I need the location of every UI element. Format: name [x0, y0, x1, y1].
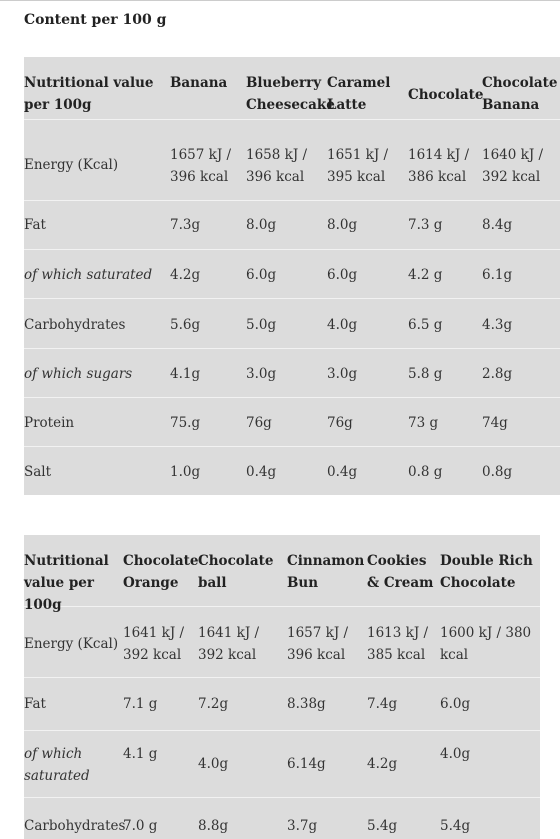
table-cell: 8.0g: [246, 217, 277, 233]
column-header: Chocolate Banana: [482, 75, 558, 113]
column-header: Blueberry Cheesecake: [246, 75, 335, 113]
nutrition-table-2: Nutritional value per 100g Chocolate Ora…: [24, 535, 540, 839]
table-cell: 5.8 g: [408, 366, 443, 382]
table-cell: 6.0g: [246, 267, 277, 283]
table-cell: 1658 kJ / 396 kcal: [246, 147, 308, 185]
top-divider: [0, 0, 560, 1]
table-cell: 6.0g: [440, 696, 471, 712]
row-label: of which sugars: [24, 366, 133, 382]
table-cell: 1651 kJ / 395 kcal: [327, 147, 389, 185]
row-separator: [24, 397, 560, 398]
table-cell: 76g: [327, 415, 353, 431]
column-header: Banana: [170, 75, 228, 91]
table-cell: 8.38g: [287, 696, 326, 712]
table-cell: 6.0g: [327, 267, 358, 283]
table-cell: 1641 kJ / 392 kcal: [198, 625, 260, 663]
table-cell: 4.2g: [367, 756, 398, 772]
table-cell: 1614 kJ / 386 kcal: [408, 147, 470, 185]
table-cell: 7.2g: [198, 696, 229, 712]
table-cell: 75.g: [170, 415, 201, 431]
table-cell: 4.2g: [170, 267, 201, 283]
column-header: Caramel Latte: [327, 75, 391, 113]
row-separator: [24, 677, 540, 678]
table-cell: 0.4g: [246, 464, 277, 480]
table-cell: 0.4g: [327, 464, 358, 480]
column-header: Chocolate: [408, 87, 484, 103]
table-cell: 7.3g: [170, 217, 201, 233]
table-cell: 0.8g: [482, 464, 513, 480]
table-cell: 1.0g: [170, 464, 201, 480]
table-cell: 8.4g: [482, 217, 513, 233]
table-cell: 74g: [482, 415, 508, 431]
nutrition-table-1: Nutritional value per 100g Banana Bluebe…: [24, 57, 560, 495]
table-cell: 5.0g: [246, 317, 277, 333]
table-cell: 6.14g: [287, 756, 326, 772]
table-cell: 3.0g: [246, 366, 277, 382]
table-cell: 5.4g: [440, 818, 471, 834]
row-label: Protein: [24, 415, 75, 431]
row-separator: [24, 606, 540, 607]
table-cell: 4.1g: [170, 366, 201, 382]
table-cell: 1641 kJ / 392 kcal: [123, 625, 185, 663]
table-cell: 4.3g: [482, 317, 513, 333]
table-cell: 5.6g: [170, 317, 201, 333]
table-cell: 6.1g: [482, 267, 513, 283]
column-header: Chocolate ball: [198, 553, 274, 591]
table-cell: 73 g: [408, 415, 439, 431]
row-separator: [24, 730, 540, 731]
column-header: Cinnamon Bun: [287, 553, 365, 591]
row-label: Carbohydrates: [24, 317, 126, 333]
table-cell: 1613 kJ / 385 kcal: [367, 625, 429, 663]
row-label: Fat: [24, 217, 46, 233]
table-cell: 7.1 g: [123, 696, 158, 712]
row-separator: [24, 348, 560, 349]
table-cell: 7.3 g: [408, 217, 443, 233]
table-cell: 4.0g: [440, 746, 471, 762]
row-separator: [24, 249, 560, 250]
table-cell: 8.0g: [327, 217, 358, 233]
row-label: Fat: [24, 696, 46, 712]
row-separator: [24, 119, 560, 120]
table-cell: 1600 kJ / 380 kcal: [440, 625, 532, 663]
table-cell: 4.2 g: [408, 267, 443, 283]
column-header: Nutritional value per 100g: [24, 553, 109, 613]
table-cell: 2.8g: [482, 366, 513, 382]
page-heading: Content per 100 g: [24, 12, 167, 28]
table-cell: 1657 kJ / 396 kcal: [170, 147, 232, 185]
table-cell: 6.5 g: [408, 317, 443, 333]
row-separator: [24, 200, 560, 201]
table-cell: 4.0g: [327, 317, 358, 333]
table-cell: 3.0g: [327, 366, 358, 382]
table-cell: 3.7g: [287, 818, 318, 834]
row-label: of which saturated: [24, 267, 153, 283]
row-separator: [24, 446, 560, 447]
row-separator: [24, 797, 540, 798]
row-separator: [24, 298, 560, 299]
table-cell: 0.8 g: [408, 464, 443, 480]
table-cell: 7.4g: [367, 696, 398, 712]
column-header: Double Rich Chocolate: [440, 553, 533, 591]
table-cell: 4.0g: [198, 756, 229, 772]
row-label: Energy (Kcal): [24, 157, 119, 173]
table-cell: 5.4g: [367, 818, 398, 834]
row-label: Carbohydrates: [24, 818, 126, 834]
column-header: Chocolate Orange: [123, 553, 199, 591]
table-cell: 7.0 g: [123, 818, 158, 834]
column-header: Cookies & Cream: [367, 553, 434, 591]
table-cell: 76g: [246, 415, 272, 431]
table-cell: 8.8g: [198, 818, 229, 834]
table-cell: 4.1 g: [123, 746, 158, 762]
table-cell: 1657 kJ / 396 kcal: [287, 625, 349, 663]
row-label: Energy (Kcal): [24, 636, 119, 652]
column-header: Nutritional value per 100g: [24, 75, 154, 113]
row-label: of which saturated: [24, 746, 90, 784]
row-label: Salt: [24, 464, 52, 480]
table-cell: 1640 kJ / 392 kcal: [482, 147, 544, 185]
